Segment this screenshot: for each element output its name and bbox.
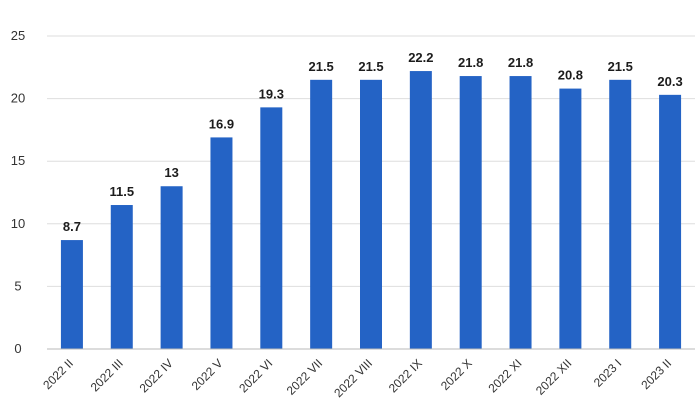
bar xyxy=(110,205,133,349)
x-tick-label: 2022 XII xyxy=(533,356,575,398)
y-tick-label: 10 xyxy=(11,216,25,231)
bar xyxy=(509,76,532,350)
x-tick-label: 2022 XI xyxy=(486,356,525,395)
bar-value-label: 20.8 xyxy=(558,68,583,83)
bar xyxy=(360,79,382,349)
x-tick-label: 2023 II xyxy=(638,356,674,392)
bar xyxy=(559,88,582,350)
y-tick-label: 0 xyxy=(14,341,21,356)
x-tick-label: 2022 VII xyxy=(284,356,326,398)
bar-value-label: 21.8 xyxy=(508,55,533,70)
x-tick-label: 2022 IV xyxy=(137,356,176,395)
bars xyxy=(60,71,682,350)
x-tick-label: 2022 X xyxy=(438,356,475,393)
x-tick-label: 2022 V xyxy=(189,356,226,393)
bar-value-label: 19.3 xyxy=(259,86,284,101)
bar xyxy=(260,107,283,349)
bar xyxy=(160,186,183,349)
y-tick-label: 25 xyxy=(11,28,25,43)
bar-value-labels: 8.7 11.5 13 16.9 19.3 21.5 21.5 22.2 21.8 21.8 20.… xyxy=(63,50,683,234)
bar-value-label: 21.5 xyxy=(308,59,333,74)
x-tick-label: 2023 I xyxy=(591,356,624,389)
bar xyxy=(310,79,333,349)
bar-value-label: 21.5 xyxy=(608,59,633,74)
bar-value-label: 21.8 xyxy=(458,55,483,70)
bar-value-label: 20.3 xyxy=(657,74,682,89)
x-tick-label: 2022 VIII xyxy=(331,356,375,400)
y-tick-label: 5 xyxy=(14,278,21,293)
bar-value-label: 13 xyxy=(164,165,178,180)
x-tick-label: 2022 III xyxy=(88,356,126,394)
bar-value-label: 16.9 xyxy=(209,116,234,131)
bar-value-label: 11.5 xyxy=(109,184,134,199)
bar xyxy=(210,137,233,349)
x-tick-label: 2022 IX xyxy=(386,356,425,395)
bar-value-label: 22.2 xyxy=(408,50,433,65)
y-tick-label: 15 xyxy=(11,153,25,168)
bar-value-label: 8.7 xyxy=(63,219,81,234)
bar-value-label: 21.5 xyxy=(358,59,383,74)
x-axis: 2022 II 2022 III 2022 IV 2022 V 2022 VI 2022 … xyxy=(40,348,695,400)
bar xyxy=(459,76,482,350)
y-axis: 0 5 10 15 20 25 xyxy=(11,28,25,356)
bar xyxy=(659,94,682,350)
y-tick-label: 20 xyxy=(11,91,25,106)
bar xyxy=(409,71,432,349)
x-tick-label: 2022 VI xyxy=(236,356,275,395)
bar xyxy=(60,240,83,349)
x-tick-label: 2022 II xyxy=(40,356,76,392)
bar xyxy=(609,79,632,349)
